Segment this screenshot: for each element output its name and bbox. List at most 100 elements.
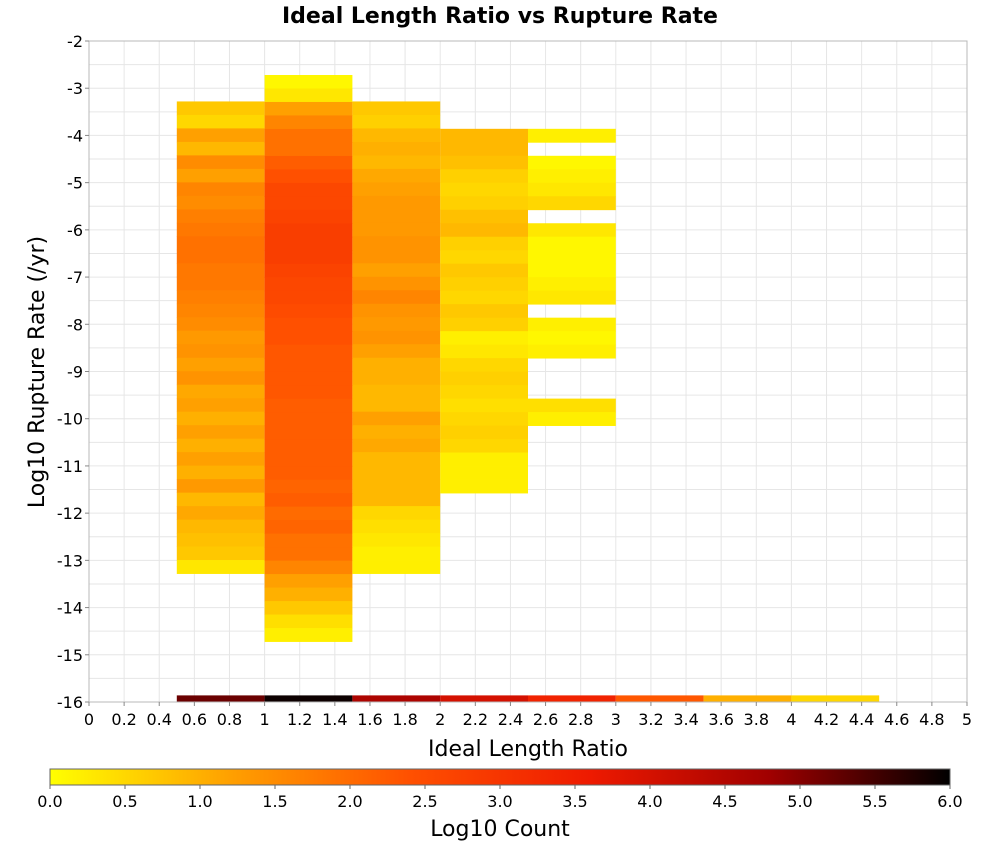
heatmap-cell [264, 88, 353, 103]
colorbar-tick-label: 1.0 [187, 792, 212, 811]
heatmap-cell [440, 439, 528, 453]
heatmap-cell [264, 695, 353, 702]
heatmap-cell [352, 141, 441, 156]
heatmap-cell [264, 209, 353, 224]
heatmap-cell [176, 114, 265, 129]
heatmap-cell [264, 169, 353, 184]
heatmap-cell [176, 249, 265, 264]
heatmap-cell [352, 425, 441, 440]
x-axis-label: Ideal Length Ratio [428, 737, 628, 762]
heatmap-cell [440, 277, 528, 292]
heatmap-cell [176, 290, 265, 305]
heatmap-cell [440, 371, 528, 386]
heatmap-cell [264, 74, 353, 89]
heatmap-cell [528, 290, 616, 305]
colorbar-tick-label: 2.0 [337, 792, 362, 811]
heatmap-cell [264, 263, 353, 278]
heatmap-cell [176, 303, 265, 318]
x-tick-label: 4 [786, 710, 796, 729]
heatmap-cell [176, 560, 265, 574]
x-tick-label: 3.2 [638, 710, 663, 729]
colorbar-tick-label: 3.5 [562, 792, 587, 811]
heatmap-cell [440, 398, 528, 413]
heatmap-cell [264, 236, 353, 251]
heatmap-cell [264, 425, 353, 440]
heatmap-cell [176, 195, 265, 210]
y-tick-label: -15 [57, 646, 83, 665]
heatmap-cell [264, 317, 353, 332]
heatmap-cell [352, 492, 441, 507]
heatmap-cell [440, 263, 528, 278]
y-tick-label: -5 [67, 174, 83, 193]
heatmap-cell [528, 344, 616, 359]
x-tick-label: 2.2 [463, 710, 488, 729]
heatmap-cell [264, 587, 353, 602]
heatmap-cell [176, 276, 265, 291]
x-tick-label: 1.8 [392, 710, 417, 729]
heatmap-cell [176, 384, 265, 399]
heatmap-cell [264, 290, 353, 305]
x-tick-label: 1.4 [322, 710, 347, 729]
y-tick-label: -16 [57, 693, 83, 712]
heatmap-cell [440, 209, 528, 224]
heatmap-cell [264, 128, 353, 143]
heatmap-cell [176, 168, 265, 183]
heatmap-cell [440, 412, 528, 426]
heatmap-cell [264, 506, 353, 521]
heatmap-cell [176, 492, 265, 507]
heatmap-cell [352, 128, 441, 143]
colorbar-tick-label: 1.5 [262, 792, 287, 811]
heatmap-cell [352, 155, 441, 170]
heatmap-cell [264, 574, 353, 588]
heatmap-cell [528, 250, 616, 265]
heatmap-cell [528, 277, 616, 292]
heatmap-cell [264, 223, 353, 238]
y-tick-label: -11 [57, 457, 83, 476]
x-tick-label: 0.6 [182, 710, 207, 729]
heatmap-cell [176, 222, 265, 237]
heatmap-cell [264, 614, 353, 629]
x-tick-label: 4.6 [884, 710, 909, 729]
heatmap-cell [264, 533, 353, 548]
heatmap-cell [176, 101, 265, 116]
heatmap-cell [176, 438, 265, 453]
heatmap-cell [264, 250, 353, 265]
heatmap-cell [176, 236, 265, 251]
heatmap-cell [264, 493, 353, 508]
heatmap-cell [264, 101, 353, 116]
heatmap-cell [264, 182, 353, 197]
x-tick-label: 2.6 [533, 710, 558, 729]
y-tick-label: -14 [57, 599, 83, 618]
heatmap-cell [264, 115, 353, 130]
heatmap-cell [352, 384, 441, 399]
heatmap-cell [352, 317, 441, 332]
heatmap-cell [440, 344, 528, 359]
heatmap-cell [264, 412, 353, 427]
heatmap-cell [176, 411, 265, 426]
colorbar-ticks: 0.0 0.5 1.0 1.5 2.0 2.5 3.0 3.5 4.0 4.5 5.0 5.5 6.0 [37, 785, 963, 811]
y-tick-label: -8 [67, 315, 83, 334]
x-tick-label: 0.4 [147, 710, 172, 729]
heatmap-cell [352, 506, 441, 520]
heatmap-cell [440, 142, 528, 157]
heatmap-cell [264, 479, 353, 494]
heatmap-cell [528, 182, 616, 197]
heatmap-cell [440, 182, 528, 197]
heatmap-cell [352, 533, 441, 547]
heatmap-cell [440, 250, 528, 265]
x-tick-label: 2.8 [568, 710, 593, 729]
heatmap-cell [264, 452, 353, 467]
y-tick-label: -13 [57, 551, 83, 570]
heatmap-cell [264, 196, 353, 211]
x-axis-ticks: 0 0.2 0.4 0.6 0.8 1 1.2 1.4 1.6 1.8 2 2.2 2.4 2.6 2.8 3… [84, 702, 972, 729]
y-tick-label: -4 [67, 126, 83, 145]
heatmap-cell [528, 128, 616, 143]
colorbar-tick-label: 6.0 [937, 792, 962, 811]
heatmap-cell [440, 169, 528, 184]
y-tick-label: -3 [67, 79, 83, 98]
heatmap-cell [176, 519, 265, 534]
heatmap-cell [352, 560, 441, 574]
heatmap-cell [264, 304, 353, 319]
heatmap-cell [528, 695, 616, 702]
colorbar-tick-label: 5.5 [862, 792, 887, 811]
